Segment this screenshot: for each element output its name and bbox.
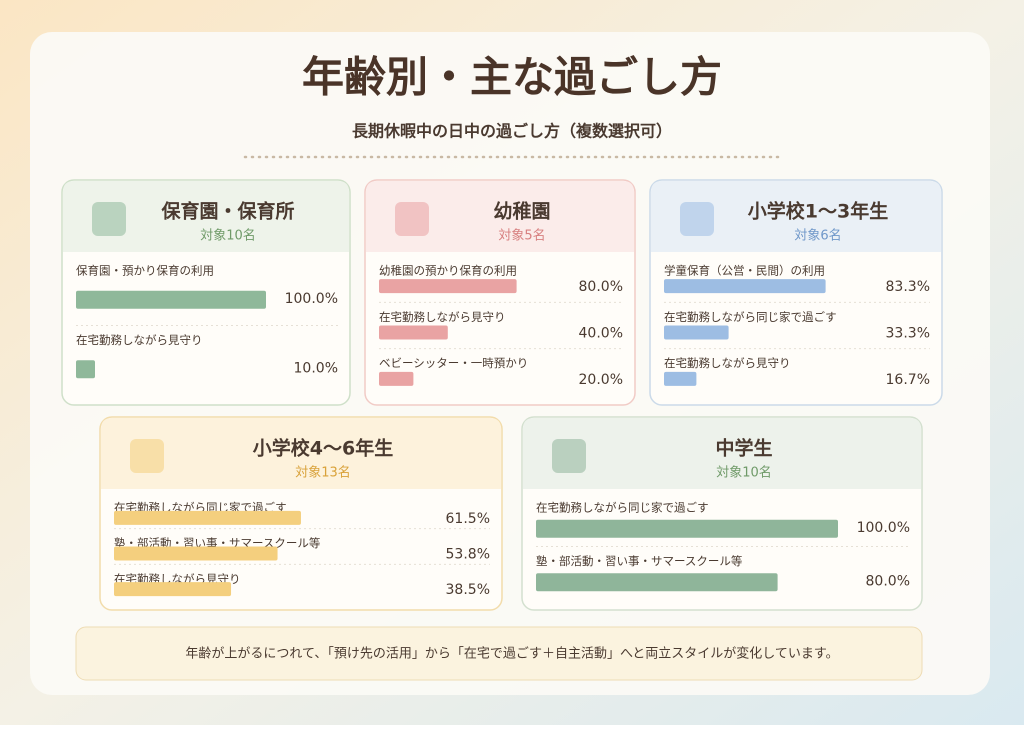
value-label: 80.0% (866, 573, 910, 589)
bar (664, 325, 729, 340)
value-label: 38.5% (446, 582, 490, 598)
category-label: 在宅勤務しながら見守り (76, 333, 203, 347)
bar (664, 371, 697, 386)
bar (536, 573, 778, 592)
bar (114, 510, 301, 525)
category-label: 塾・部活動・習い事・サマースクール等 (536, 554, 742, 568)
subtitle: 長期休暇中の日中の過ごし方（複数選択可） (352, 122, 672, 141)
panel-header (63, 181, 349, 252)
footer-box (75, 626, 923, 681)
panel-icon (130, 439, 164, 473)
category-label: 在宅勤務しながら見守り (379, 310, 506, 324)
panel-header (101, 418, 501, 489)
panel-title: 小学校4～6年生 (253, 437, 393, 460)
panel-subtitle: 対象13名 (295, 465, 351, 481)
value-label: 53.8% (446, 547, 490, 563)
bar (114, 582, 232, 597)
panel-subtitle: 対象6名 (794, 228, 841, 244)
bar (114, 546, 278, 561)
category-label: 保育園・預かり保育の利用 (76, 264, 214, 278)
bar (76, 360, 95, 379)
category-label: 在宅勤務しながら見守り (664, 356, 791, 370)
panel-title: 幼稚園 (493, 200, 550, 223)
category-label: 幼稚園の預かり保育の利用 (379, 264, 517, 278)
bar (664, 279, 826, 294)
panel-header (523, 418, 921, 489)
panel-subtitle: 対象10名 (716, 465, 772, 481)
category-label: ベビーシッター・一時預かり (379, 356, 528, 370)
panel-subtitle: 対象5名 (498, 228, 545, 244)
panel-icon (680, 202, 714, 236)
value-label: 16.7% (886, 372, 930, 388)
panel-title: 小学校1～3年生 (748, 200, 888, 223)
panel-header (651, 181, 941, 252)
value-label: 100.0% (857, 520, 910, 536)
bar (536, 519, 838, 538)
footer: 年齢が上がるにつれて、「預け先の活用」から「在宅で過ごす＋自主活動」へと両立スタ… (185, 646, 838, 662)
bar (76, 290, 266, 309)
panel-icon (552, 439, 586, 473)
value-label: 61.5% (446, 511, 490, 527)
value-label: 80.0% (579, 279, 623, 295)
panel-header (366, 181, 634, 252)
category-label: 学童保育（公営・民間）の利用 (664, 264, 825, 278)
value-label: 40.0% (579, 326, 623, 342)
category-label: 在宅勤務しながら同じ家で過ごす (536, 501, 709, 515)
panel-icon (92, 202, 126, 236)
title: 年齢別・主な過ごし方 (302, 53, 722, 102)
panels: 保育園・保育所対象10名保育園・預かり保育の利用100.0%在宅勤務しながら見守… (61, 179, 943, 611)
category-label: 在宅勤務しながら同じ家で過ごす (664, 310, 837, 324)
bar (379, 325, 448, 340)
value-label: 33.3% (886, 326, 930, 342)
panel-title: 中学生 (715, 437, 772, 460)
panel-title: 保育園・保育所 (160, 200, 294, 223)
panel-icon (395, 202, 429, 236)
panel-subtitle: 対象10名 (200, 228, 256, 244)
value-label: 10.0% (294, 360, 338, 376)
value-label: 20.0% (579, 372, 623, 388)
value-label: 83.3% (886, 279, 930, 295)
value-label: 100.0% (285, 291, 338, 307)
bar (379, 371, 414, 386)
bar (379, 279, 517, 294)
